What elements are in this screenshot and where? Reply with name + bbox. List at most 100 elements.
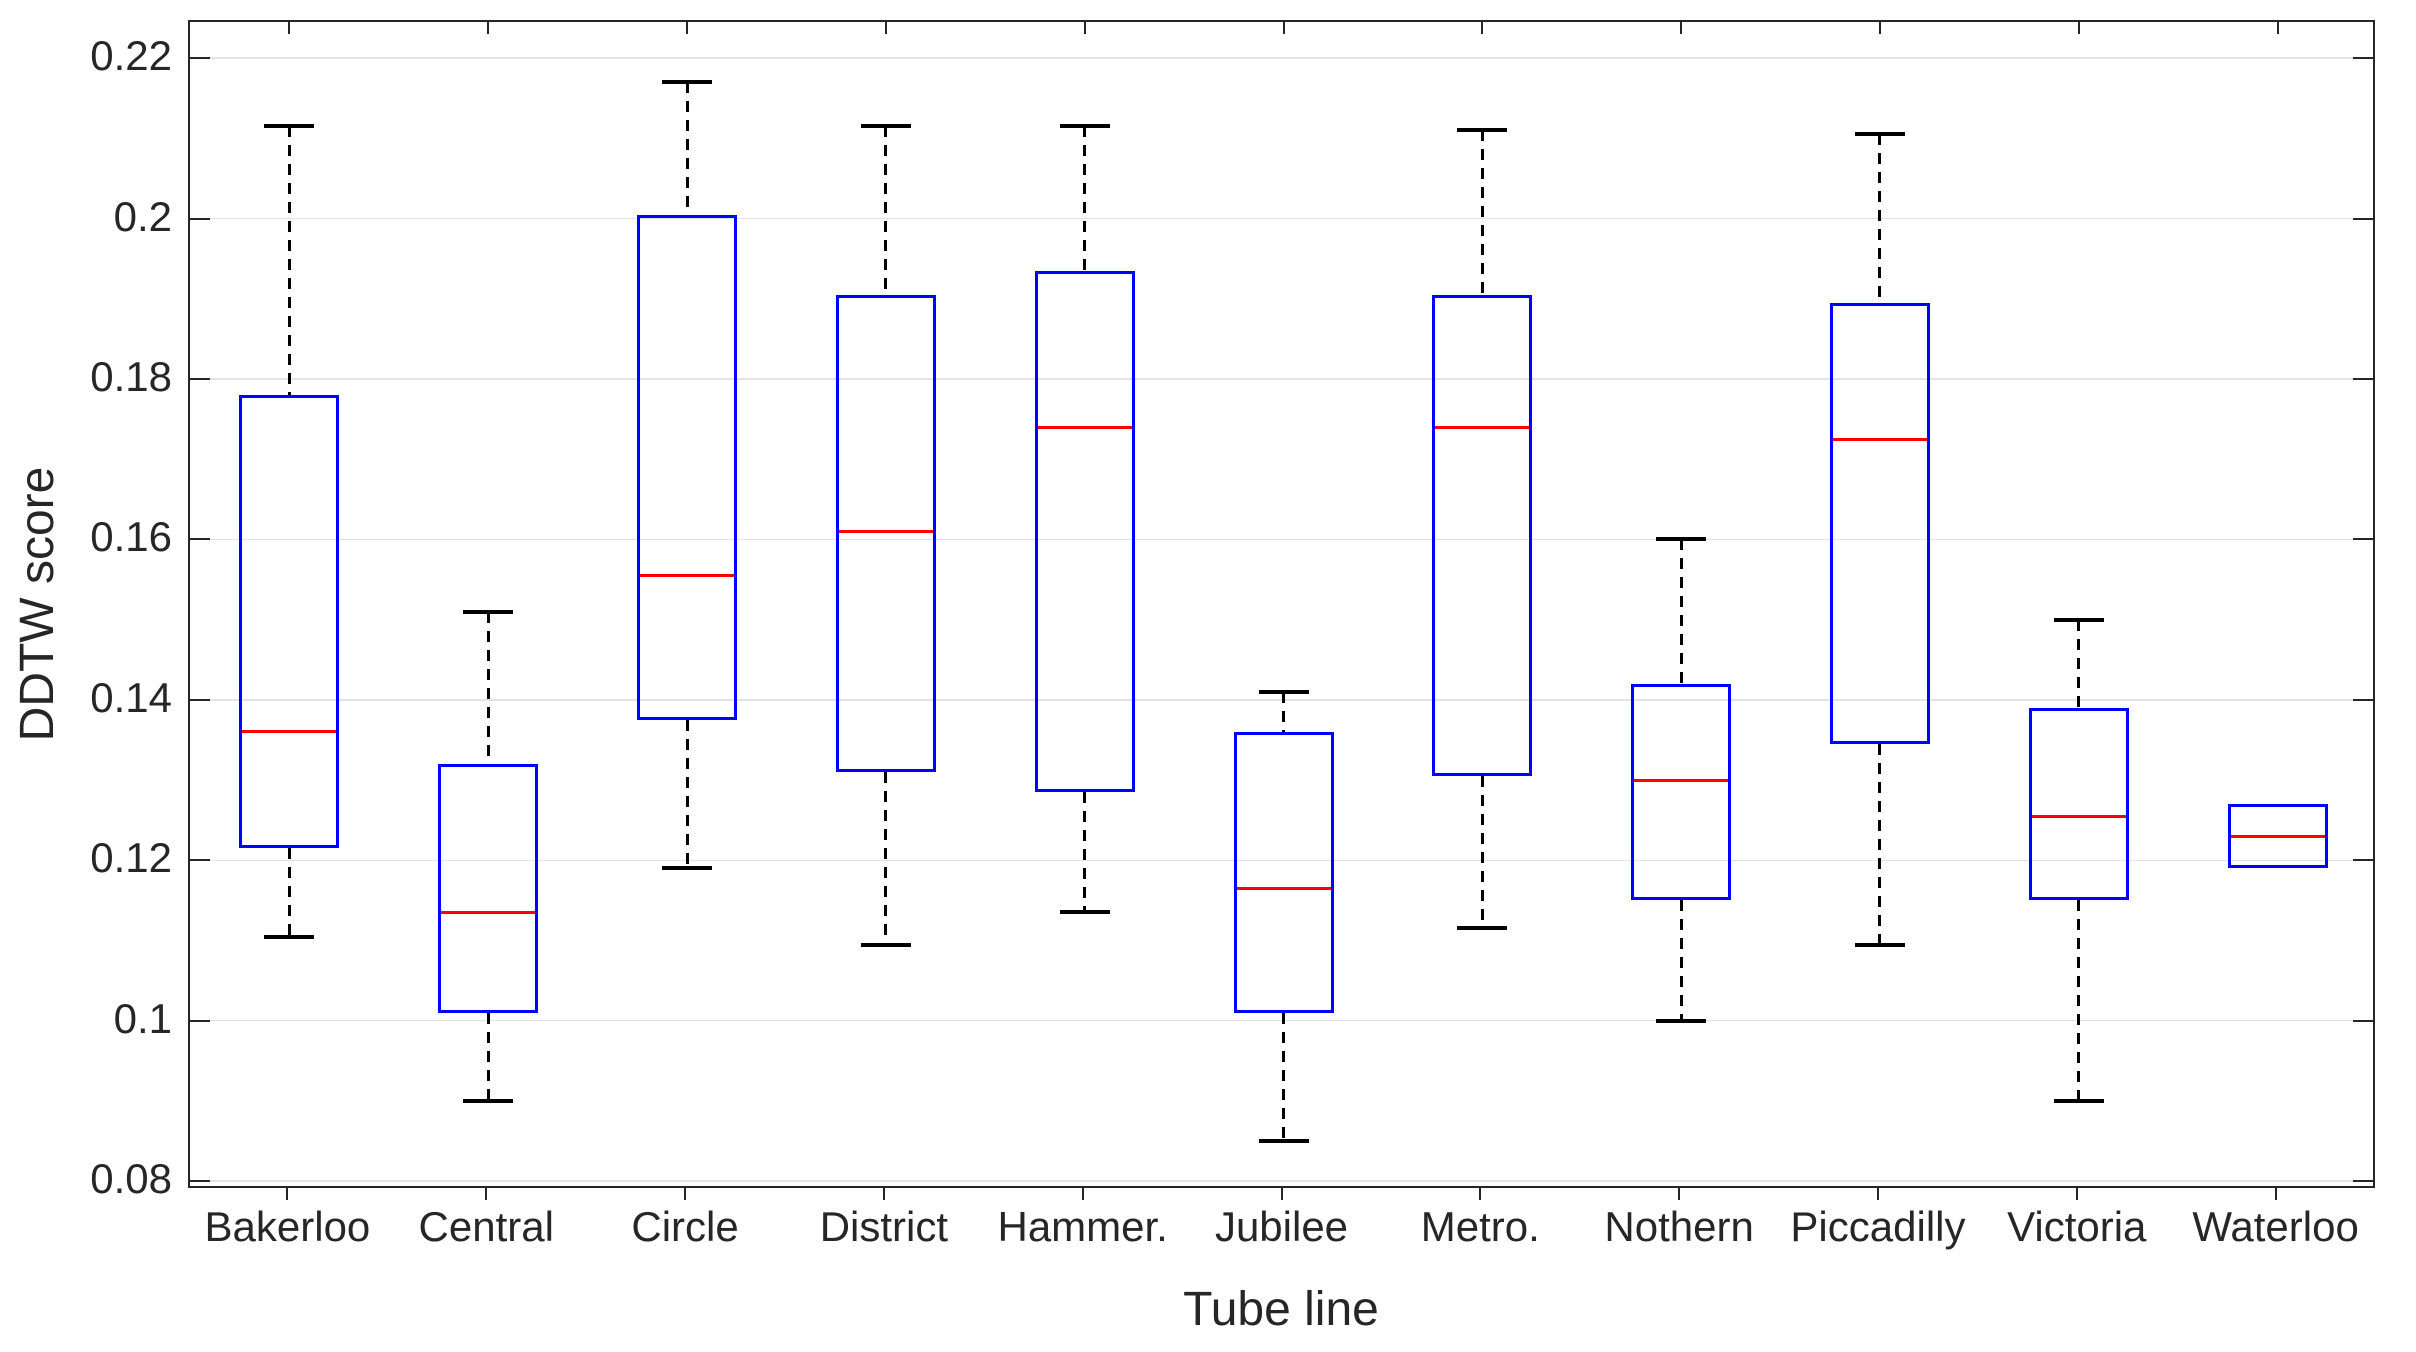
y-tick-left	[190, 57, 210, 60]
box-rect	[835, 294, 936, 773]
lower-whisker-line	[2077, 900, 2081, 1101]
y-gridline	[190, 699, 2373, 701]
x-tick-label: Metro.	[1420, 1203, 1540, 1250]
median-line	[2230, 834, 2325, 838]
box-rect	[239, 395, 340, 849]
median-line	[640, 574, 735, 578]
x-tick-top	[884, 22, 887, 34]
median-line	[242, 730, 337, 734]
upper-whisker-line	[884, 126, 888, 295]
upper-whisker-line	[2077, 619, 2081, 708]
lower-whisker-line	[884, 772, 888, 945]
y-tick-label: 0.22	[90, 32, 172, 80]
x-tick-top	[288, 22, 291, 34]
y-gridline	[190, 1180, 2373, 1182]
lower-whisker-line	[1480, 776, 1484, 929]
upper-whisker-line	[287, 126, 291, 396]
lower-whisker-cap	[860, 942, 911, 947]
box-rect	[637, 214, 738, 720]
upper-whisker-line	[1878, 134, 1882, 303]
y-tick-right	[2353, 1180, 2373, 1183]
x-tick-label: District	[819, 1203, 949, 1250]
x-tick-label: Bakerloo	[204, 1203, 371, 1250]
lower-whisker-cap	[1656, 1018, 1707, 1023]
x-tick-top	[487, 22, 490, 34]
upper-whisker-cap	[1258, 689, 1309, 694]
x-tick-top	[2276, 22, 2279, 34]
lower-whisker-cap	[2053, 1098, 2104, 1103]
upper-whisker-cap	[1457, 128, 1508, 133]
x-tick-bottom	[2075, 1188, 2078, 1200]
y-tick-right	[2353, 698, 2373, 701]
lower-whisker-cap	[463, 1098, 514, 1103]
upper-whisker-cap	[264, 124, 315, 129]
lower-whisker-cap	[1854, 942, 1905, 947]
x-axis-title: Tube line	[1183, 1283, 1379, 1336]
x-tick-bottom	[1479, 1188, 1482, 1200]
box-rect	[1233, 731, 1334, 1013]
y-tick-left	[190, 1019, 210, 1022]
lower-whisker-line	[685, 719, 689, 869]
box-rect	[2227, 804, 2328, 869]
median-line	[1037, 425, 1132, 429]
lower-whisker-line	[1083, 792, 1087, 913]
upper-whisker-cap	[1656, 537, 1707, 542]
x-tick-top	[1878, 22, 1881, 34]
lower-whisker-cap	[662, 866, 713, 871]
x-tick-bottom	[684, 1188, 687, 1200]
x-tick-top	[1083, 22, 1086, 34]
upper-whisker-line	[1480, 130, 1484, 295]
y-axis-title: DDTW score	[11, 466, 64, 742]
upper-whisker-cap	[463, 609, 514, 614]
upper-whisker-line	[1083, 126, 1087, 271]
upper-whisker-cap	[860, 124, 911, 129]
y-tick-left	[190, 217, 210, 220]
y-tick-left	[190, 1180, 210, 1183]
x-tick-label: Hammer.	[997, 1203, 1168, 1250]
x-tick-bottom	[882, 1188, 885, 1200]
x-tick-label: Waterloo	[2192, 1203, 2359, 1250]
y-gridline	[190, 859, 2373, 862]
y-tick-right	[2353, 57, 2373, 60]
median-line	[2031, 814, 2126, 818]
upper-whisker-line	[1282, 691, 1285, 732]
x-tick-bottom	[2274, 1188, 2277, 1200]
y-tick-left	[190, 377, 210, 380]
y-tick-label: 0.16	[90, 513, 172, 561]
y-tick-left	[190, 859, 210, 862]
y-tick-label: 0.12	[90, 834, 172, 882]
y-gridline	[190, 1019, 2373, 1022]
lower-whisker-line	[1679, 900, 1683, 1021]
y-tick-right	[2353, 1019, 2373, 1022]
box-rect	[1034, 270, 1135, 793]
median-line	[1634, 778, 1729, 782]
plot-area	[188, 20, 2375, 1188]
median-line	[1832, 437, 1927, 441]
y-gridline	[190, 378, 2373, 380]
median-line	[1435, 425, 1530, 429]
upper-whisker-cap	[2053, 617, 2104, 622]
x-tick-label: Jubilee	[1214, 1203, 1349, 1250]
y-gridline	[190, 217, 2373, 220]
upper-whisker-cap	[662, 80, 713, 85]
box-rect	[1432, 294, 1533, 777]
median-line	[1236, 886, 1331, 890]
median-line	[441, 910, 536, 914]
x-tick-bottom	[1876, 1188, 1879, 1200]
y-tick-left	[190, 698, 210, 701]
y-tick-label: 0.08	[90, 1155, 172, 1203]
y-gridline	[190, 57, 2373, 59]
y-tick-right	[2353, 538, 2373, 541]
box-rect	[2028, 707, 2129, 901]
x-tick-bottom	[286, 1188, 289, 1200]
x-tick-top	[686, 22, 689, 34]
x-tick-bottom	[1280, 1188, 1283, 1200]
median-line	[838, 529, 933, 533]
lower-whisker-line	[1878, 743, 1882, 945]
y-tick-right	[2353, 217, 2373, 220]
x-tick-top	[2077, 22, 2080, 34]
lower-whisker-line	[1282, 1012, 1285, 1142]
x-tick-label: Circle	[631, 1203, 739, 1250]
x-tick-label: Victoria	[2007, 1203, 2147, 1250]
